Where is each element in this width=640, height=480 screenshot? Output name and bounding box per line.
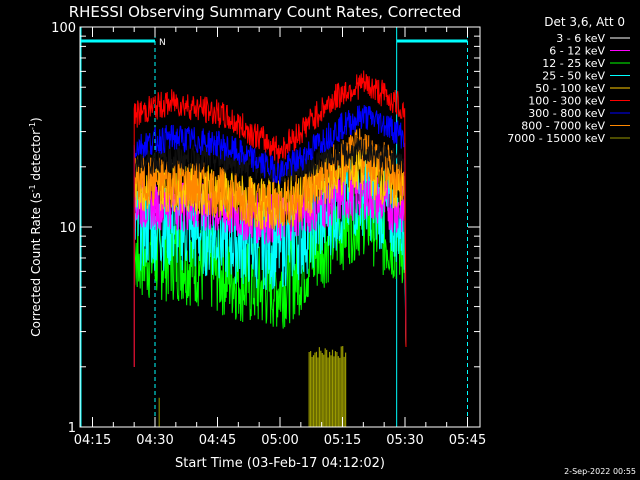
x-tick-label: 05:00 [261,433,298,448]
series-300-800-kev [133,104,407,367]
legend-label: 12 - 25 keV [542,57,605,70]
y-axis-label-end: ) [29,117,43,122]
plot-lines: N [80,27,468,427]
y-tick-label: 1 [68,421,76,436]
x-tick-label: 05:45 [449,433,486,448]
x-axis: 04:15 04:30 04:45 05:00 05:15 05:30 05:45 [74,27,486,448]
legend-label: 800 - 7000 keV [521,120,605,133]
y-tick-label: 10 [59,221,76,236]
y-tick-label: 100 [51,21,76,36]
legend-label: 50 - 100 keV [535,82,605,95]
y-axis-label-main: Corrected Count Rate (s [29,192,43,336]
x-tick-label: 05:30 [386,433,423,448]
chart-title: RHESSI Observing Summary Count Rates, Co… [69,3,462,21]
series-100-300-kev [133,70,407,367]
y-axis: 1 10 100 [51,21,480,436]
night-label: N [159,38,166,48]
y-axis-label-mid: detector [29,130,43,185]
series-3-6-kev [133,137,407,367]
series-800-7000-kev [133,128,407,367]
y-axis-label-sup1: -1 [28,184,37,192]
y-axis-label-sup2: -1 [28,122,37,130]
legend-label: 3 - 6 keV [556,32,605,45]
legend-title: Det 3,6, Att 0 [544,15,625,29]
legend-label: 7000 - 15000 keV [507,132,605,145]
legend-label: 300 - 800 keV [528,107,605,120]
y-axis-label: Corrected Count Rate (s-1 detector-1) [28,117,43,336]
legend-label: 25 - 50 keV [542,70,605,83]
x-axis-label: Start Time (03-Feb-17 04:12:02) [175,456,385,471]
legend-label: 100 - 300 keV [528,95,605,108]
x-tick-label: 04:15 [74,433,111,448]
x-tick-label: 04:30 [136,433,173,448]
timestamp: 2-Sep-2022 00:55 [564,467,636,476]
x-tick-label: 05:15 [324,433,361,448]
series-7000-15000-kev [158,346,347,427]
x-tick-label: 04:45 [199,433,236,448]
legend-label: 6 - 12 keV [549,45,605,58]
